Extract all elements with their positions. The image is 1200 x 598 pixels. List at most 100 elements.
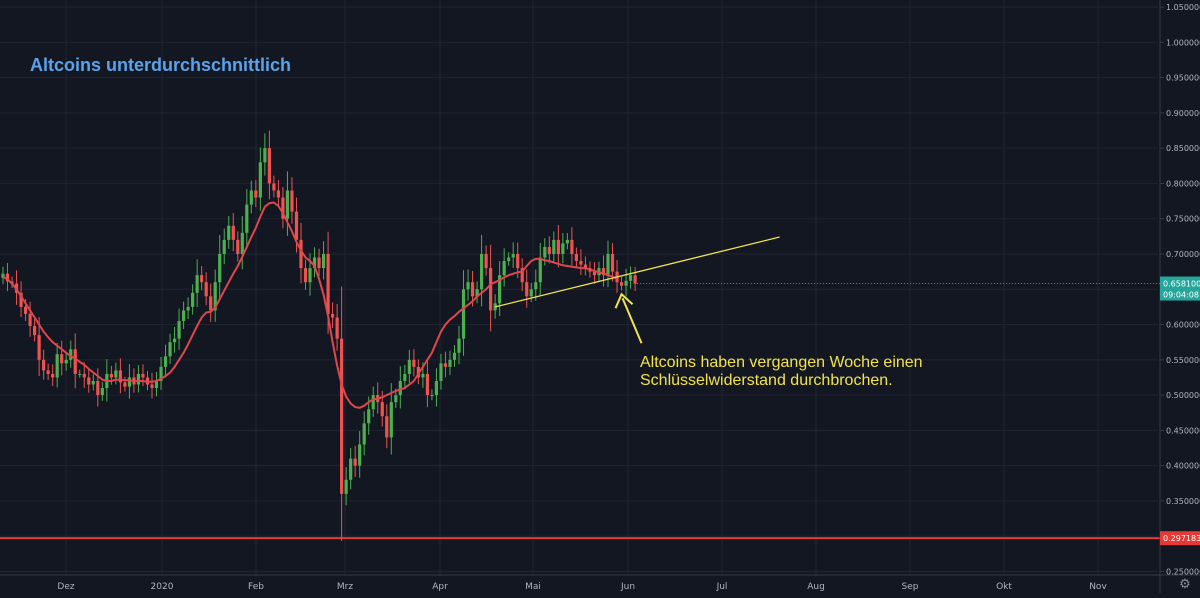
candle-body [236, 239, 240, 254]
candle [204, 272, 208, 306]
candle [91, 374, 95, 391]
candle [136, 365, 141, 393]
time-tick-label: Jun [620, 582, 635, 592]
candle [141, 364, 145, 387]
candle [150, 372, 154, 399]
candle-body [100, 388, 104, 396]
candle [547, 236, 551, 264]
candle-body [136, 373, 141, 385]
candle [159, 356, 163, 390]
candle-body [475, 289, 479, 297]
gear-icon[interactable]: ⚙ [1179, 576, 1191, 591]
candle [624, 268, 628, 297]
candle [434, 368, 439, 407]
candle [466, 269, 470, 301]
candle-body [69, 349, 73, 360]
candle-body [267, 148, 271, 184]
annotation-line-2: Schlüsselwiderstand durchbrochen. [640, 372, 893, 389]
candle-body [529, 289, 533, 297]
candle [407, 349, 411, 383]
price-tick-label: 0.85000000 [1166, 144, 1200, 153]
candle-body [294, 211, 299, 240]
candle-body [55, 354, 59, 378]
candle-body [209, 296, 213, 311]
candle [168, 333, 172, 364]
candle [628, 266, 633, 289]
candle-body [385, 416, 389, 438]
candle [46, 363, 50, 380]
candle-body [534, 282, 538, 290]
candle-body [281, 197, 285, 219]
current-time-label: 09:04:08 [1163, 291, 1199, 300]
candle [236, 231, 240, 262]
candle-body [412, 359, 416, 367]
candle-body [425, 373, 430, 396]
moving-average-line [2, 201, 618, 409]
candle [439, 353, 443, 390]
candle [606, 240, 610, 288]
candle-body [335, 317, 339, 339]
price-tick-label: 0.90000000 [1166, 109, 1200, 118]
time-axis[interactable]: Dez 2020 Feb Mrz Apr Mai Jun Jul Aug Sep Okt Nov [0, 574, 1200, 592]
candle [28, 301, 32, 337]
price-tick-label: 1.05000000 [1166, 3, 1200, 12]
candle-body [624, 280, 628, 286]
candle [507, 252, 511, 266]
candle-body [60, 354, 64, 364]
candle-body [182, 310, 186, 322]
candle [461, 270, 466, 356]
candle-body [353, 458, 357, 466]
candle [227, 215, 231, 249]
candle-body [633, 275, 637, 284]
candle [385, 404, 389, 449]
current-price-badge [1160, 276, 1200, 301]
candle [127, 364, 132, 399]
candle [163, 344, 168, 378]
candlesticks [1, 130, 637, 541]
candle-body [340, 338, 344, 494]
candle-body [118, 370, 122, 383]
candle [534, 269, 538, 301]
candle [430, 389, 434, 401]
candle-body [439, 363, 443, 381]
candle [195, 259, 199, 308]
candle-body [109, 373, 113, 378]
candle-body [249, 190, 253, 205]
candle [222, 228, 226, 265]
candle-body [349, 458, 353, 480]
candle [340, 286, 344, 541]
candle [73, 333, 77, 389]
candle-body [42, 359, 46, 371]
price-tick-label: 0.45000000 [1166, 426, 1200, 435]
time-tick-label: 2020 [151, 582, 174, 592]
candle [457, 325, 461, 365]
candle-body [87, 377, 91, 385]
candle-body [561, 243, 565, 254]
candle-body [200, 275, 204, 283]
candle-body [610, 253, 615, 272]
candle-body [466, 282, 470, 290]
candle [177, 308, 181, 350]
candle-body [96, 380, 100, 396]
candle [258, 147, 262, 211]
candle [353, 445, 357, 478]
candle-body [619, 282, 624, 286]
candle [100, 381, 104, 401]
candle [601, 255, 606, 287]
grid [0, 0, 1158, 575]
price-axis[interactable]: 1.05000000 1.00000000 0.95000000 0.90000000… [637, 0, 1200, 593]
time-tick-label: Apr [432, 582, 448, 592]
candle-body [73, 349, 77, 374]
candle [240, 215, 244, 270]
candle [299, 222, 303, 284]
candle-body [552, 239, 556, 254]
support-price-badge [1160, 531, 1200, 546]
price-tick-label: 0.80000000 [1166, 179, 1200, 188]
candle-body [82, 373, 86, 378]
candle [191, 284, 195, 315]
candle-body [448, 359, 452, 367]
candle-body [628, 275, 633, 281]
candle [317, 248, 321, 277]
